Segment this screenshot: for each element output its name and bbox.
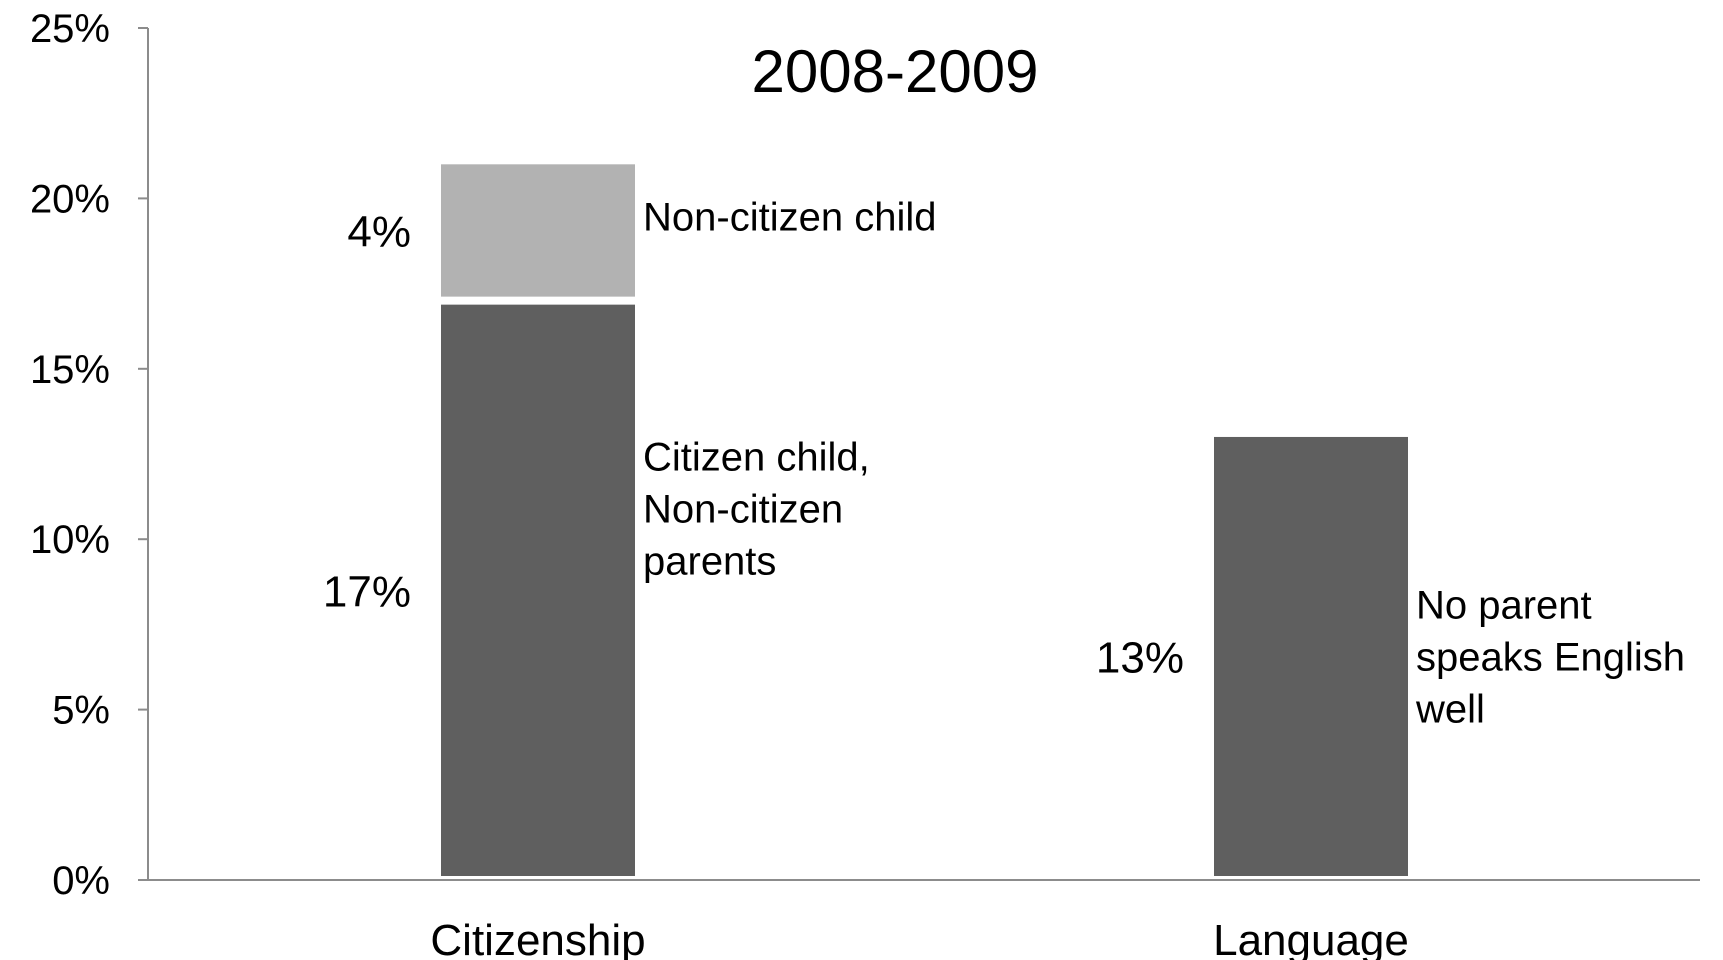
y-axis: 0% 5% 10% 15% 20% 25% — [30, 7, 148, 903]
value-label: 4% — [347, 207, 411, 256]
y-tick-label: 10% — [30, 518, 110, 562]
category-label: Language — [1213, 916, 1409, 960]
segment-label: parents — [643, 539, 776, 583]
bars — [441, 164, 1408, 876]
y-tick-label: 25% — [30, 7, 110, 51]
value-label: 13% — [1096, 633, 1184, 682]
bar-segment — [441, 164, 635, 297]
bar-segment — [441, 304, 635, 876]
segment-label: well — [1415, 687, 1485, 731]
segment-label: Citizen child, — [643, 435, 870, 479]
y-tick-label: 20% — [30, 177, 110, 221]
segment-label: Non-citizen — [643, 487, 843, 531]
labels: 17% Citizen child, Non-citizen parents 4% Non… — [323, 195, 1685, 960]
chart-title: 2008-2009 — [752, 38, 1039, 105]
bar-segment — [1214, 436, 1408, 876]
y-tick-label: 0% — [52, 859, 110, 903]
segment-label: Non-citizen child — [643, 195, 936, 239]
y-tick-label: 5% — [52, 689, 110, 733]
category-label: Citizenship — [430, 916, 645, 960]
segment-label: speaks English — [1416, 635, 1685, 679]
segment-label: No parent — [1416, 583, 1592, 627]
y-tick-label: 15% — [30, 348, 110, 392]
value-label: 17% — [323, 567, 411, 616]
